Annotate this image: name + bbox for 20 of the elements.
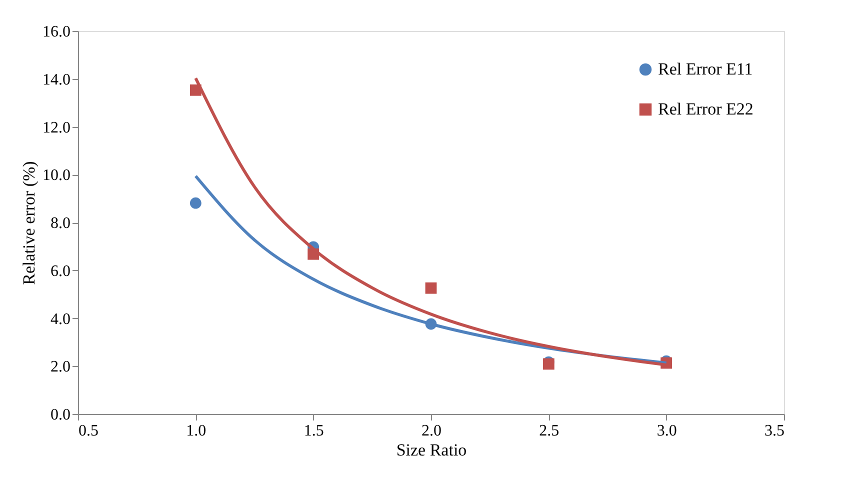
y-tick-label: 6.0 — [50, 262, 70, 280]
y-tick-label: 2.0 — [50, 358, 70, 376]
y-tick-label: 14.0 — [42, 71, 70, 88]
x-tick-label: 1.0 — [186, 422, 206, 440]
legend-label: Rel Error E11 — [658, 60, 753, 78]
y-tick-label: 4.0 — [50, 310, 70, 328]
legend-label: Rel Error E22 — [658, 100, 754, 118]
x-axis-title: Size Ratio — [396, 440, 467, 460]
y-axis-title: Relative error (%) — [20, 161, 38, 285]
x-tick-label: 2.0 — [422, 422, 442, 440]
y-tick-label: 16.0 — [42, 24, 70, 40]
x-tick-label: 3.5 — [764, 422, 784, 440]
y-tick-label: 8.0 — [50, 215, 70, 232]
x-tick-label: 1.5 — [304, 422, 324, 440]
x-tick-label: 2.5 — [539, 422, 560, 440]
x-tick-label: 3.0 — [656, 422, 677, 440]
y-tick-label: 12.0 — [42, 119, 70, 136]
x-tick-label: 0.5 — [78, 422, 98, 440]
y-tick-label: 0.0 — [50, 406, 70, 424]
y-tick-label: 10.0 — [42, 167, 70, 184]
